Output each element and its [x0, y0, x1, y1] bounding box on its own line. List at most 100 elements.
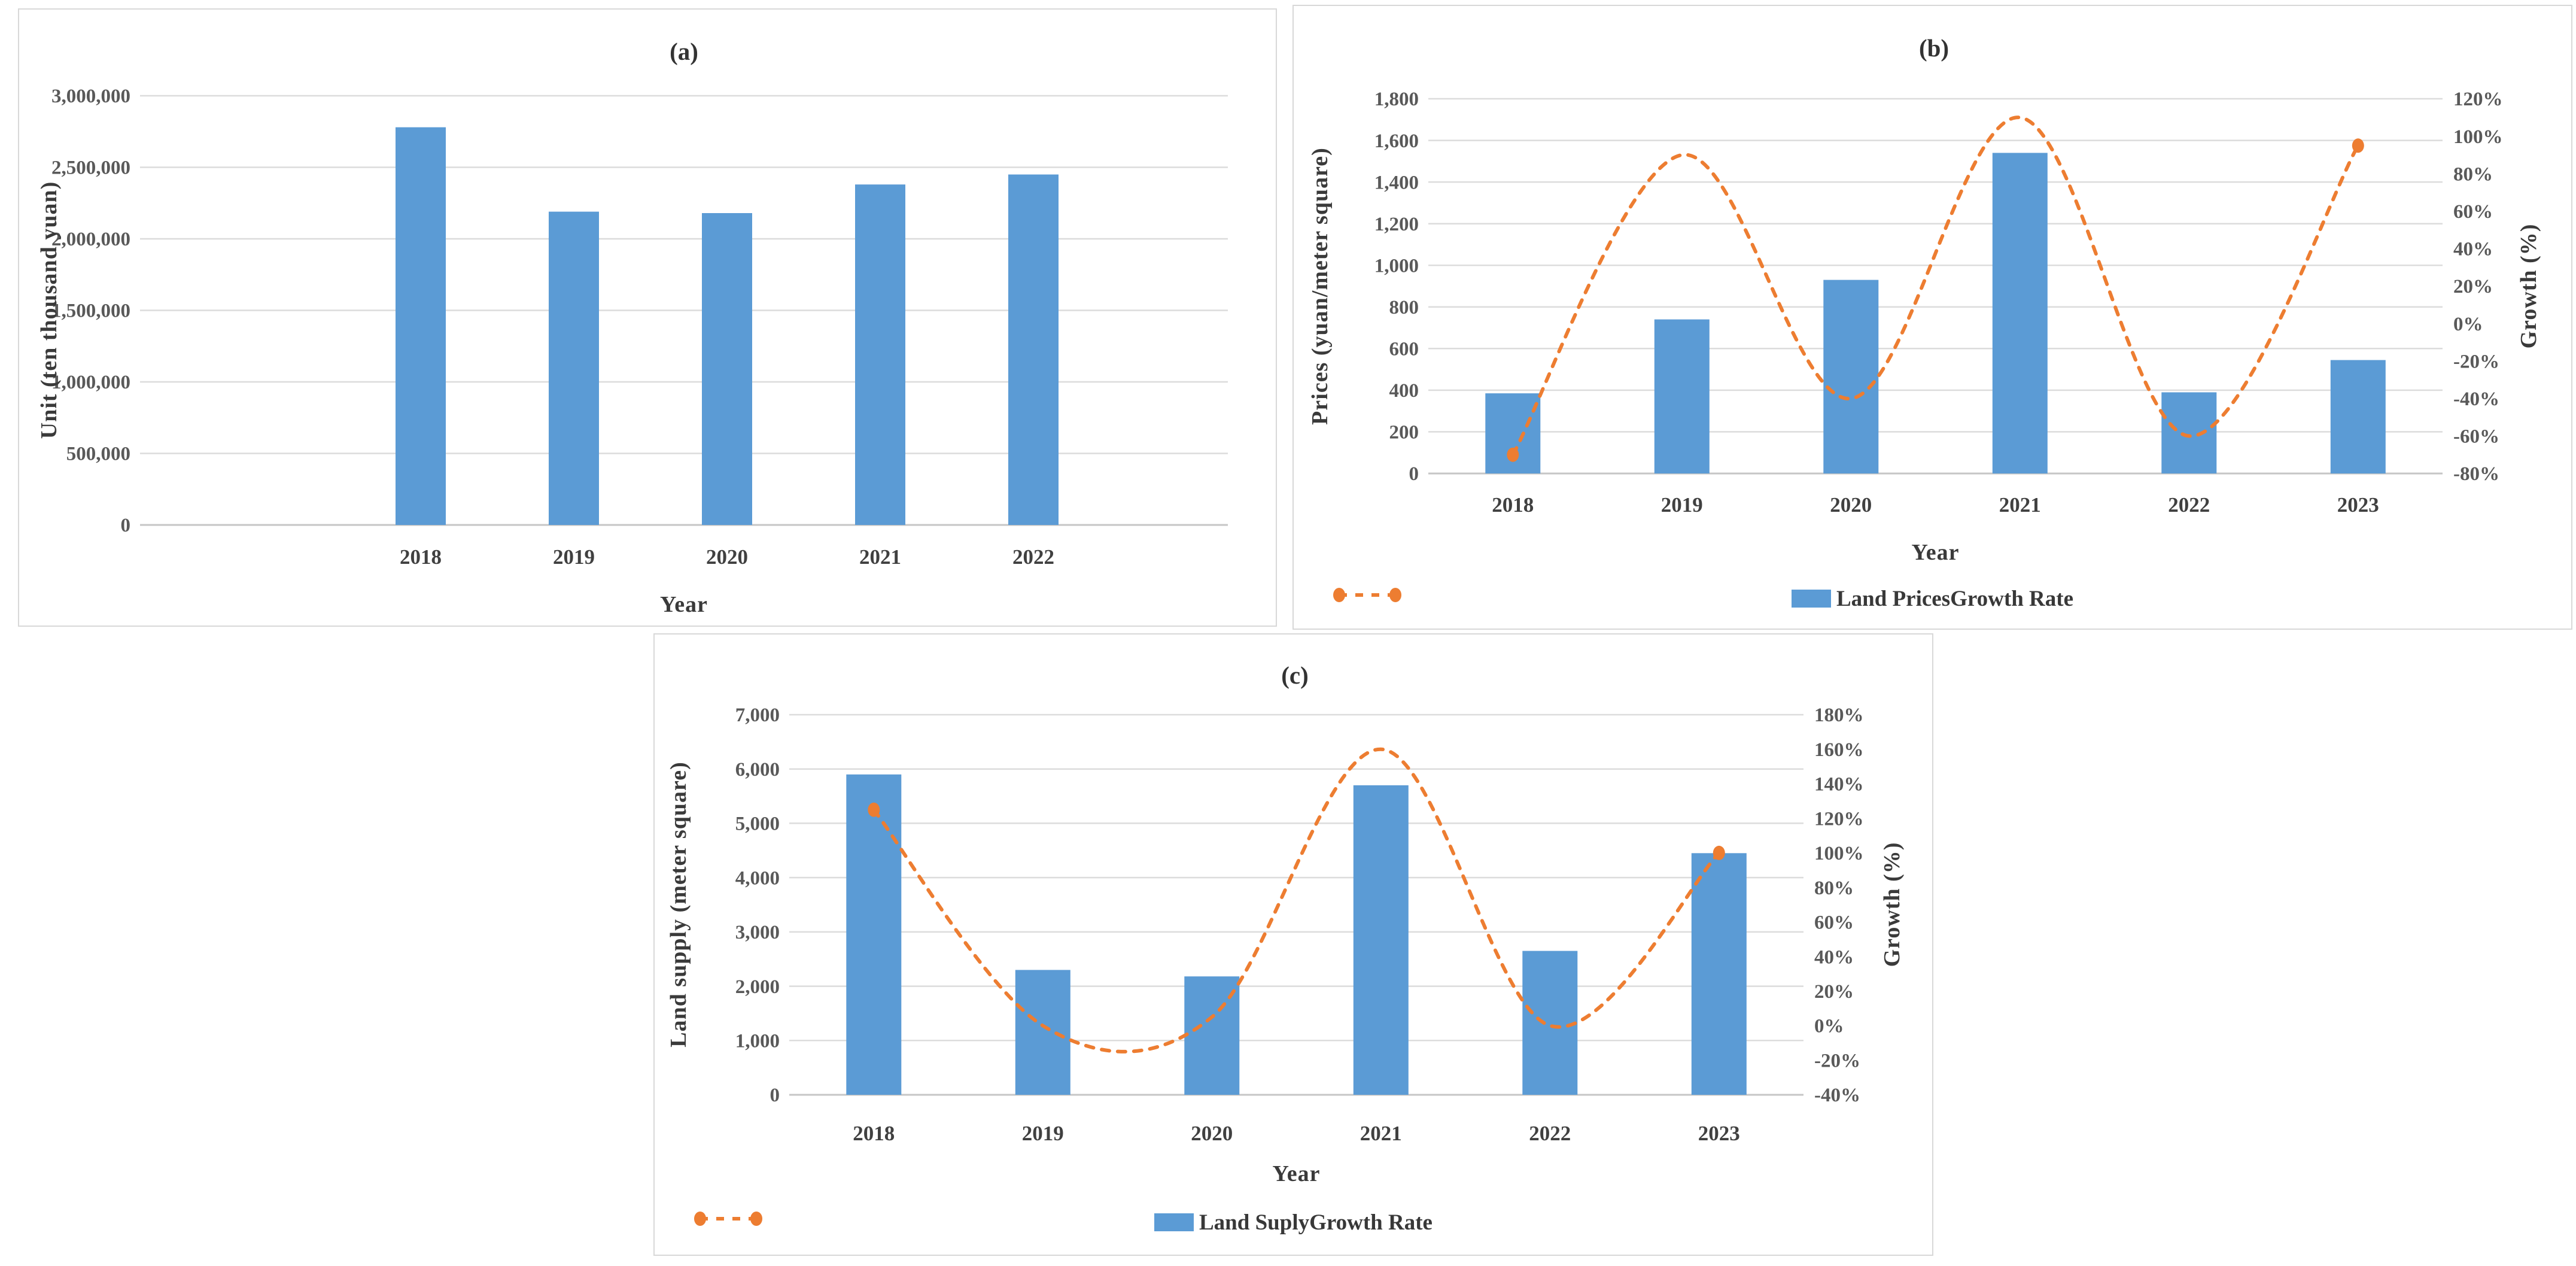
bar-2023	[1691, 853, 1747, 1095]
y2-tick-label: 0%	[1814, 1016, 1844, 1037]
legend-dot-left	[1333, 588, 1345, 602]
y-tick-label: 500,000	[66, 444, 130, 465]
y2-tick-label: 40%	[1814, 946, 1854, 968]
y-tick-label: 3,000	[735, 922, 780, 943]
bar-2019	[549, 211, 599, 526]
x-tick-label: 2020	[706, 545, 748, 569]
y-tick-label: 4,000	[735, 867, 780, 889]
x-tick-label: 2023	[1698, 1122, 1740, 1145]
legend-bar-swatch	[1154, 1213, 1194, 1231]
bar-2022	[1008, 174, 1059, 525]
y-tick-label: 600	[1389, 339, 1419, 360]
legend-dot-right	[1389, 588, 1401, 602]
y-axis-title-left: Land supply (meter square)	[666, 761, 691, 1048]
legend-dot-right	[750, 1212, 762, 1226]
y2-tick-label: 80%	[2453, 163, 2493, 185]
y-tick-label: 0	[770, 1085, 780, 1106]
y2-tick-label: 180%	[1814, 705, 1864, 726]
chart-panel-b: 0 200 400 600 800 1,000 1,200 1,400 1,600 1,800 -8…	[1292, 5, 2572, 630]
x-tick-label: 2020	[1830, 493, 1872, 517]
bar-2018	[846, 774, 902, 1095]
bar-2021	[1353, 785, 1409, 1095]
y-tick-label: 1,000,000	[51, 372, 130, 393]
legend-dot-left	[694, 1212, 706, 1226]
legend-bar-swatch	[1791, 590, 1831, 608]
x-axis-title: Year	[1912, 540, 1960, 565]
y2-tick-label: 100%	[1814, 843, 1864, 864]
bar-2020	[1823, 280, 1879, 473]
y-tick-label: 0	[121, 515, 131, 536]
growth-rate-marker	[1713, 845, 1725, 860]
y-tick-label: 2,000,000	[51, 229, 130, 250]
y-tick-label: 5,000	[735, 813, 780, 835]
x-axis-title: Year	[660, 592, 708, 617]
y-tick-label: 1,200	[1374, 214, 1419, 235]
y2-tick-label: -80%	[2453, 463, 2499, 485]
y2-tick-label: 0%	[2453, 314, 2483, 335]
x-tick-label: 2020	[1191, 1122, 1233, 1145]
y-tick-label: 7,000	[735, 705, 780, 726]
y2-tick-label: 40%	[2453, 239, 2493, 260]
y2-tick-label: 120%	[1814, 808, 1864, 830]
x-tick-label: 2021	[1360, 1122, 1402, 1145]
x-tick-label: 2023	[2337, 493, 2379, 517]
y2-tick-label: 20%	[2453, 276, 2493, 297]
legend-label-land-suply: Land Suply	[1199, 1210, 1310, 1235]
x-tick-label: 2021	[859, 545, 901, 569]
chart-b-svg: 0 200 400 600 800 1,000 1,200 1,400 1,600 1,800 -8…	[1307, 34, 2541, 565]
legend-label-growth-rate: Growth Rate	[1950, 586, 2073, 611]
y-tick-label: 200	[1389, 422, 1419, 444]
legend-b: Land Prices Growth Rate	[1294, 585, 2571, 612]
y-axis-title: Unit (ten thousand yuan)	[37, 181, 62, 439]
growth-rate-marker	[868, 802, 880, 817]
y2-tick-label: -20%	[2453, 351, 2499, 372]
x-tick-label: 2021	[1999, 493, 2041, 517]
x-tick-label: 2019	[1022, 1122, 1064, 1145]
y2-tick-label: -20%	[1814, 1051, 1860, 1072]
panel-title: (a)	[670, 38, 698, 65]
y2-tick-label: 120%	[2453, 89, 2503, 110]
panel-title: (b)	[1919, 34, 1949, 62]
growth-rate-line	[1511, 116, 2360, 457]
x-tick-label: 2018	[400, 545, 442, 569]
y-tick-label: 6,000	[735, 759, 780, 781]
x-tick-label: 2022	[1529, 1122, 1571, 1145]
y-tick-label: 400	[1389, 380, 1419, 402]
chart-c-svg: 0 1,000 2,000 3,000 4,000 5,000 6,000 7,000 -40%…	[666, 661, 1905, 1186]
y-axis-title-right: Growth (%)	[1879, 842, 1905, 967]
x-tick-label: 2022	[2168, 493, 2210, 517]
bar-2023	[2330, 360, 2386, 473]
y2-tick-label: 140%	[1814, 774, 1864, 796]
bar-2018	[396, 127, 446, 526]
y2-tick-label: -40%	[1814, 1085, 1860, 1106]
legend-c: Land Suply Growth Rate	[655, 1209, 1932, 1235]
panel-title: (c)	[1281, 661, 1309, 689]
bar-2020	[702, 213, 752, 525]
y2-tick-label: 100%	[2453, 126, 2503, 148]
y-axis-title-right: Growth (%)	[2516, 224, 2541, 349]
legend-line-glyph	[1333, 588, 1401, 602]
x-tick-label: 2019	[1661, 493, 1703, 517]
bar-2022	[2161, 392, 2217, 473]
y-tick-label: 2,500,000	[51, 157, 130, 179]
y-axis-title-left: Prices (yuan/meter square)	[1307, 147, 1333, 425]
x-tick-label: 2019	[553, 545, 595, 569]
y2-tick-label: 60%	[2453, 201, 2493, 223]
chart-panel-a: 0 500,000 1,000,000 1,500,000 2,000,000 2,500…	[18, 8, 1277, 627]
y-tick-label: 0	[1409, 463, 1419, 485]
y-tick-label: 3,000,000	[51, 86, 130, 107]
y-tick-label: 1,800	[1374, 89, 1419, 110]
y2-tick-label: -60%	[2453, 426, 2499, 448]
growth-rate-marker	[1507, 447, 1519, 462]
bar-2019	[1015, 970, 1070, 1095]
x-tick-label: 2018	[853, 1122, 895, 1145]
y2-tick-label: 160%	[1814, 739, 1864, 761]
x-tick-label: 2022	[1012, 545, 1054, 569]
y2-tick-label: -40%	[2453, 388, 2499, 410]
growth-rate-marker	[2352, 138, 2364, 153]
x-tick-label: 2018	[1492, 493, 1534, 517]
y-tick-label: 2,000	[735, 976, 780, 998]
legend-label-land-prices: Land Prices	[1836, 586, 1951, 611]
growth-rate-line	[872, 747, 1721, 1054]
